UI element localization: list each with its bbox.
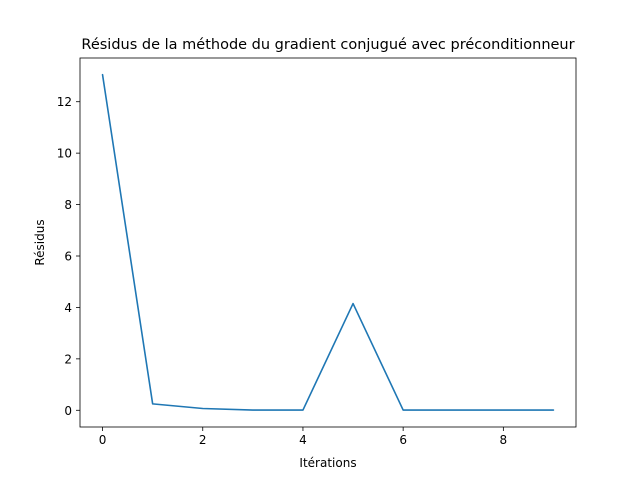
x-tick-label: 6 (399, 433, 407, 447)
series-line (101, 73, 555, 411)
y-axis: 0 2 4 6 8 10 12 (57, 95, 80, 418)
y-tick-label: 4 (64, 301, 72, 315)
x-tick-label: 4 (299, 433, 307, 447)
x-tick-label: 8 (500, 433, 508, 447)
y-tick-label: 2 (64, 352, 72, 366)
y-tick-label: 12 (57, 95, 72, 109)
x-axis: 0 2 4 6 8 (99, 427, 507, 447)
x-axis-label: Itérations (299, 456, 356, 470)
x-tick-label: 2 (199, 433, 207, 447)
y-axis-label: Résidus (33, 219, 47, 265)
y-tick-label: 10 (57, 147, 72, 161)
plot-area (79, 57, 577, 428)
series-layer (101, 73, 555, 411)
y-tick-label: 8 (64, 198, 72, 212)
y-tick-label: 6 (64, 250, 72, 264)
plot-background (80, 58, 576, 427)
plot-frame (79, 57, 577, 428)
chart-title: Résidus de la méthode du gradient conjug… (81, 37, 574, 53)
y-tick-label: 0 (64, 404, 72, 418)
x-tick-label: 0 (99, 433, 107, 447)
